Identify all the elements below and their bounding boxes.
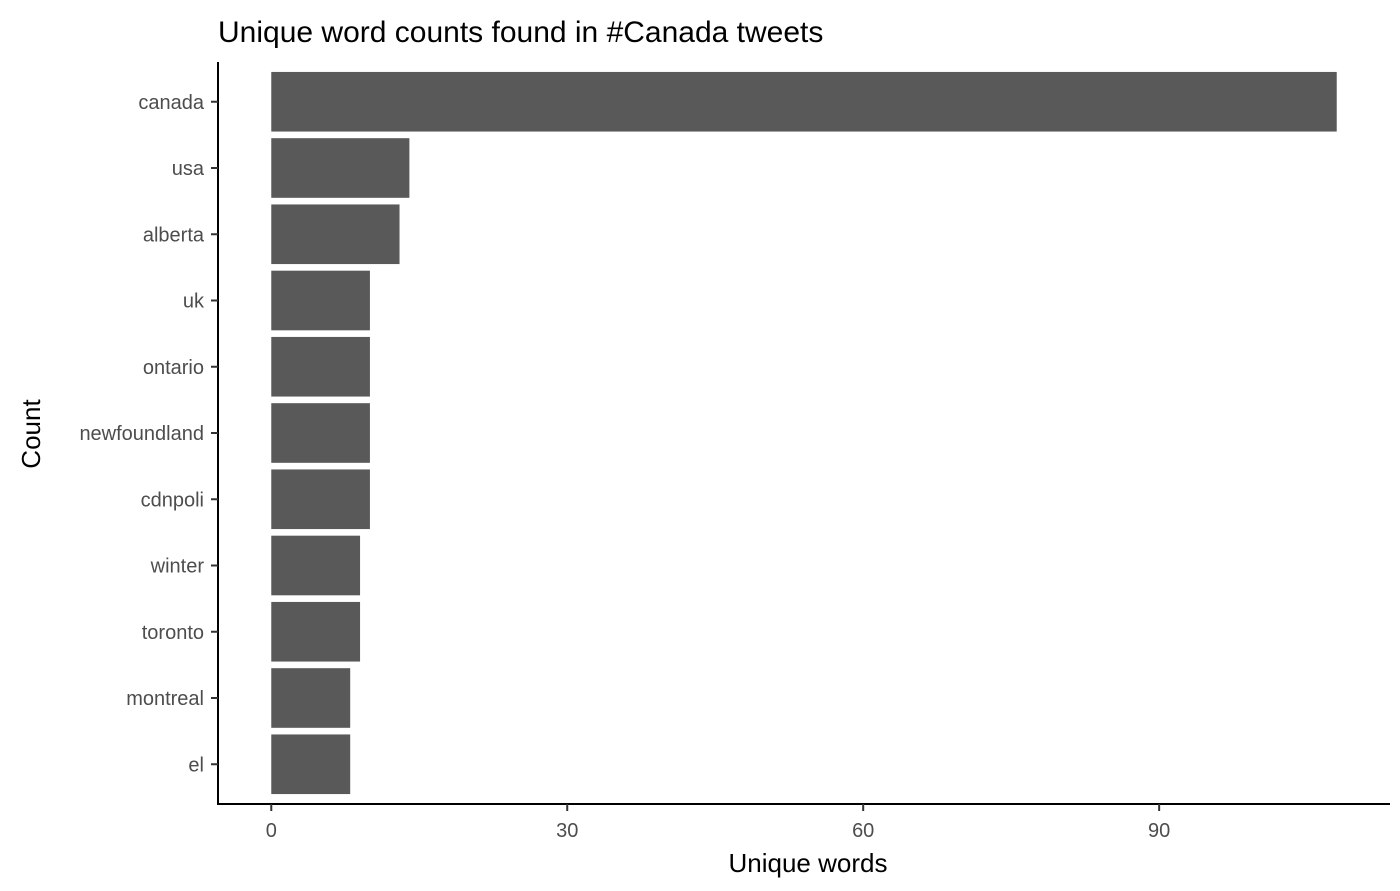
y-tick-label: winter xyxy=(150,556,205,578)
y-tick-label: montreal xyxy=(126,688,204,710)
bar-alberta xyxy=(271,204,400,265)
y-tick-label: cdnpoli xyxy=(141,489,204,511)
y-tick-label: newfoundland xyxy=(79,423,204,445)
chart-title: Unique word counts found in #Canada twee… xyxy=(218,16,823,49)
bar-canada xyxy=(271,71,1337,132)
bar-toronto xyxy=(271,601,361,662)
x-tick-label: 30 xyxy=(556,820,578,842)
y-tick-label: usa xyxy=(172,158,205,180)
y-tick-label: canada xyxy=(138,92,204,114)
bar-uk xyxy=(271,270,370,331)
y-ticks-layer: canada usa alberta uk ontario newfoundland cdn… xyxy=(79,92,218,776)
bar-cdnpoli xyxy=(271,469,370,530)
y-tick-label: uk xyxy=(183,291,205,313)
bar-winter xyxy=(271,535,361,596)
y-tick-label: el xyxy=(188,754,204,776)
x-ticks-layer: 0 30 60 90 xyxy=(266,804,1170,842)
x-tick-label: 90 xyxy=(1148,820,1170,842)
x-tick-label: 60 xyxy=(852,820,874,842)
bar-ontario xyxy=(271,336,370,397)
x-tick-label: 0 xyxy=(266,820,277,842)
bar-el xyxy=(271,734,351,795)
x-axis-label: Unique words xyxy=(729,848,888,878)
bar-usa xyxy=(271,138,410,198)
bar-newfoundland xyxy=(271,403,370,463)
y-axis-label: Count xyxy=(16,399,46,469)
y-tick-label: ontario xyxy=(143,357,204,379)
bars-layer xyxy=(271,71,1337,795)
y-tick-label: toronto xyxy=(142,622,204,644)
bar-montreal xyxy=(271,668,351,728)
y-tick-label: alberta xyxy=(143,224,205,246)
